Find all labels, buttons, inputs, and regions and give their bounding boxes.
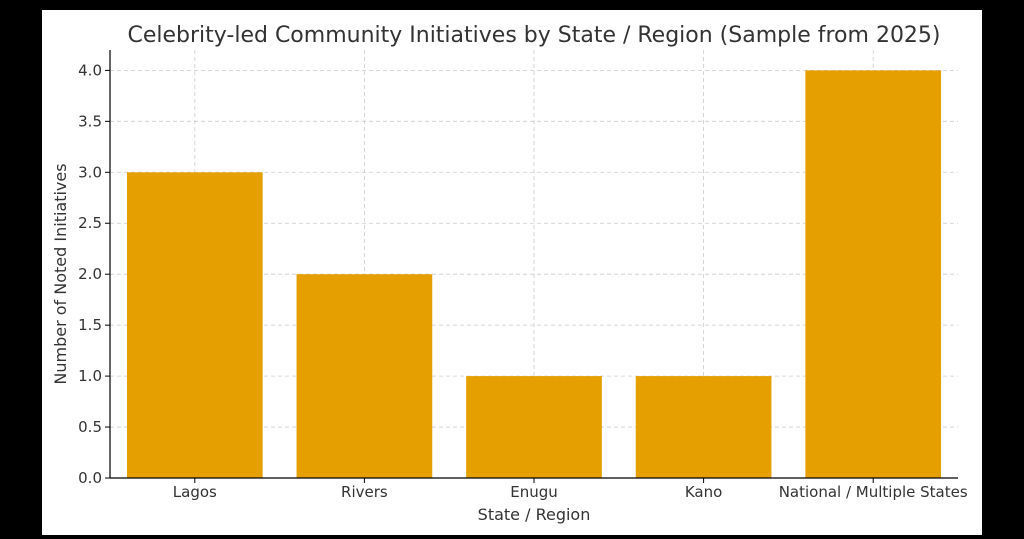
bar-enugu <box>466 376 602 478</box>
y-tick-label: 0.0 <box>78 469 102 487</box>
bar-chart: Celebrity-led Community Initiatives by S… <box>51 23 968 524</box>
y-tick-label: 2.0 <box>78 265 102 283</box>
bar-rivers <box>296 274 433 478</box>
y-tick-label: 0.5 <box>78 418 102 436</box>
bar-national-multiple-states <box>805 70 942 478</box>
bar-lagos <box>126 172 263 479</box>
y-tick-label: 3.5 <box>78 112 102 130</box>
bar-kano <box>635 376 772 478</box>
chart-title: Celebrity-led Community Initiatives by S… <box>127 23 940 48</box>
y-tick-label: 3.0 <box>78 163 102 181</box>
y-tick-label: 4.0 <box>78 61 102 79</box>
x-axis-label: State / Region <box>478 505 591 524</box>
x-tick-label: Kano <box>685 483 722 501</box>
y-axis-label: Number of Noted Initiatives <box>51 163 70 384</box>
chart-panel: Celebrity-led Community Initiatives by S… <box>42 10 982 535</box>
y-ticks: 0.0 0.5 1.0 1.5 2.0 2.5 3.0 3.5 4.0 <box>78 61 110 487</box>
x-ticks: Lagos Rivers Enugu Kano National / Multiple … <box>173 478 968 501</box>
y-tick-label: 1.0 <box>78 367 102 385</box>
y-tick-label: 2.5 <box>78 214 102 232</box>
x-tick-label: Lagos <box>173 483 217 501</box>
x-tick-label: Rivers <box>341 483 388 501</box>
bars <box>126 70 942 479</box>
x-tick-label: Enugu <box>510 483 558 501</box>
y-tick-label: 1.5 <box>78 316 102 334</box>
x-tick-label: National / Multiple States <box>779 483 968 501</box>
